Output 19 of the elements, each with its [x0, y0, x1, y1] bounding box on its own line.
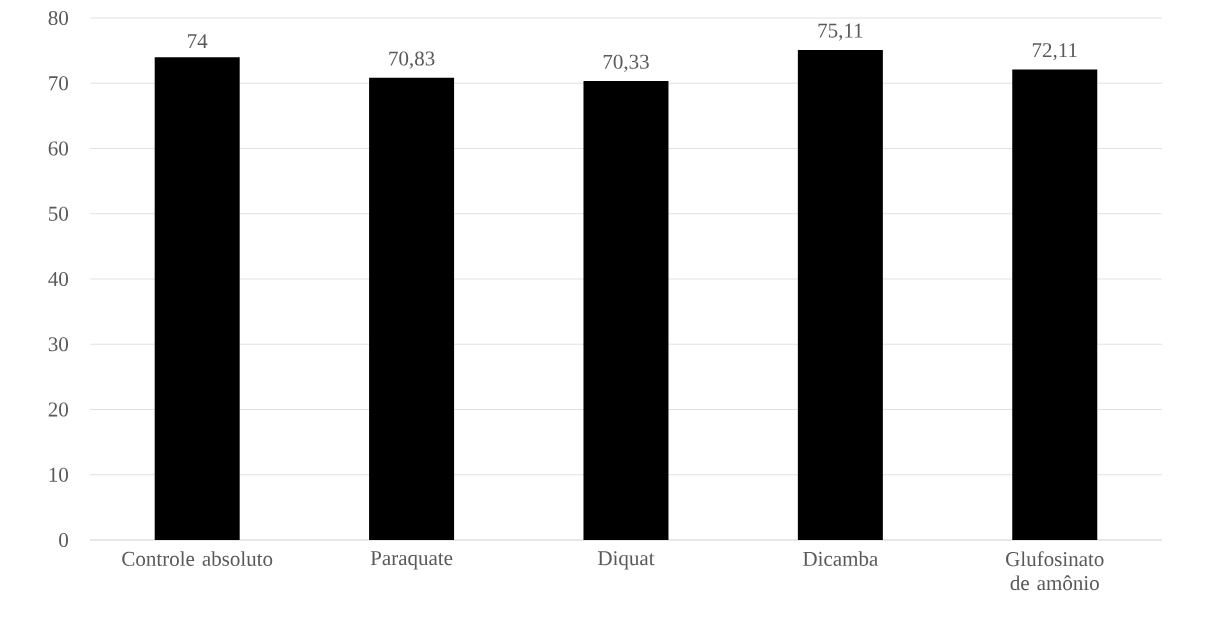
x-tick-label: Glufosinato de amônio	[1006, 551, 1104, 591]
y-tick-label: 60	[48, 141, 69, 156]
y-tick-label: 10	[49, 467, 69, 482]
x-tick-label: Controle absoluto	[122, 551, 273, 566]
y-tick-label: 40	[48, 271, 69, 287]
y-tick-label: 0	[59, 532, 69, 548]
data-label: 74	[188, 34, 208, 48]
data-label: 70,83	[389, 51, 435, 69]
data-label: 72,11	[1032, 43, 1077, 61]
data-label: 75,11	[818, 23, 863, 41]
y-tick-label: 70	[49, 76, 69, 91]
y-tick-label: 20	[48, 402, 69, 417]
y-tick-label: 30	[48, 337, 69, 352]
y-tick-label: 80	[48, 10, 69, 26]
x-tick-label: Paraquate	[370, 551, 453, 570]
data-label: 70,33	[603, 54, 649, 72]
y-tick-label: 50	[49, 206, 69, 221]
x-tick-label: Diquat	[598, 551, 655, 570]
x-tick-label: Dicamba	[803, 551, 878, 566]
